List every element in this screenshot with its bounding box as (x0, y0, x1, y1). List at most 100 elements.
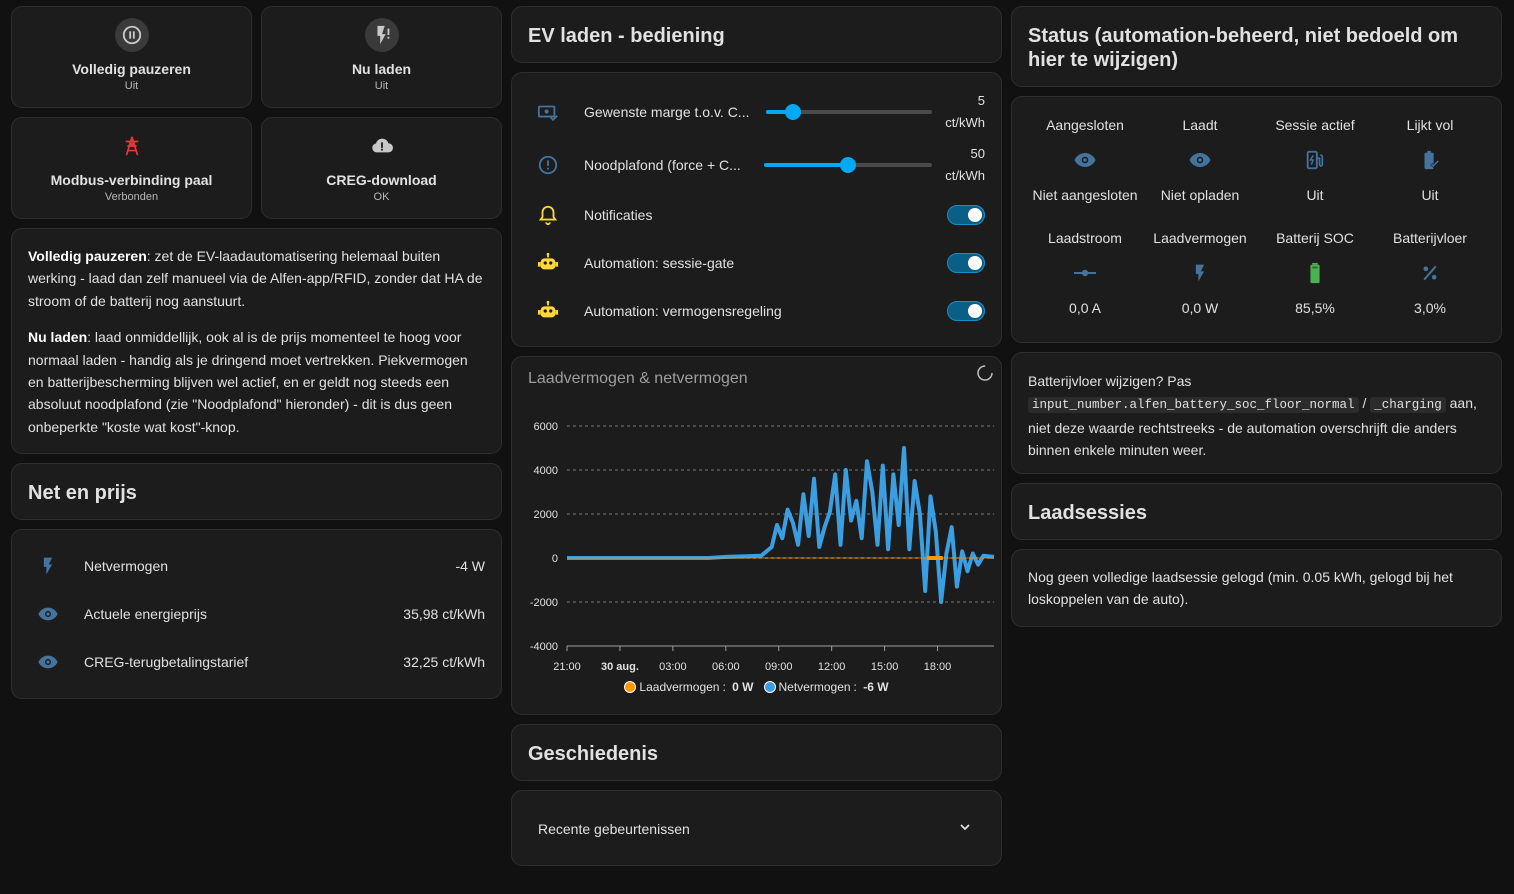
x-tick-label: 03:00 (659, 661, 687, 673)
status-aangesloten[interactable]: Aangesloten Niet aangesloten (1028, 117, 1142, 203)
toggle-row-sessie-gate: Automation: sessie-gate (512, 243, 1001, 283)
note-code-charging: _charging (1370, 397, 1446, 414)
slider-label: Gewenste marge t.o.v. C... (584, 104, 750, 120)
toggle-row-notificaties: Notificaties (512, 195, 1001, 235)
toggle-knob (968, 208, 982, 222)
toggle-knob (968, 256, 982, 270)
slider-unit: ct/kWh (945, 168, 985, 183)
x-tick-label: 12:00 (818, 661, 846, 673)
row-label: Netvermogen (84, 558, 169, 574)
status-laadt[interactable]: Laadt Niet opladen (1143, 117, 1257, 203)
net-row-creg[interactable]: CREG-terugbetalingstarief 32,25 ct/kWh (12, 642, 501, 682)
cell-label: Lijkt vol (1406, 117, 1454, 133)
cell-value: Niet opladen (1160, 187, 1240, 203)
sessions-title: Laadsessies (1028, 502, 1147, 524)
row-label: CREG-terugbetalingstarief (84, 654, 249, 670)
status-batterijvloer[interactable]: Batterijvloer 3,0% (1373, 230, 1487, 316)
history-chart[interactable]: 6000 4000 2000 0 -2000 -4000 21:00 30 aug. 03:00… (512, 357, 1003, 716)
info-bold: Volledig pauzeren (28, 248, 147, 264)
chart-legend: Laadvermogen: 0 W Netvermogen: -6 W (512, 680, 1001, 694)
net-row-energieprijs[interactable]: Actuele energieprijs 35,98 ct/kWh (12, 594, 501, 634)
marge-slider-knob[interactable] (785, 104, 801, 120)
noodplafond-slider-knob[interactable] (840, 157, 856, 173)
cell-label: Laadstroom (1048, 230, 1122, 246)
x-tick-label: 18:00 (924, 661, 952, 673)
legend-item-laadvermogen[interactable]: Laadvermogen: 0 W (624, 680, 754, 694)
current-dc-icon (1028, 261, 1142, 285)
legend-swatch-orange (624, 681, 637, 693)
robot-icon (536, 251, 560, 275)
pause-circle-icon (114, 18, 149, 52)
cloud-alert-icon (365, 129, 399, 163)
status-lijkt-vol[interactable]: Lijkt vol Uit (1373, 117, 1487, 203)
ev-station-icon (1258, 148, 1372, 172)
tile-name: Modbus-verbinding paal (50, 172, 213, 188)
notificaties-toggle[interactable] (947, 205, 985, 225)
status-grid-card: Aangesloten Niet aangesloten Laadt Niet … (1011, 96, 1502, 343)
y-tick-label: 6000 (534, 421, 558, 433)
status-sessie-actief[interactable]: Sessie actief Uit (1258, 117, 1372, 203)
noodplafond-slider[interactable] (764, 157, 932, 173)
toggle-row-vermogensregeling: Automation: vermogensregeling (512, 291, 1001, 331)
tile-nu-laden[interactable]: Nu laden Uit (261, 6, 502, 108)
tile-name: CREG-download (326, 172, 437, 188)
x-tick-label: 06:00 (712, 661, 740, 673)
vermogensregeling-toggle[interactable] (947, 301, 985, 321)
cash-check-icon (536, 100, 560, 124)
status-laadstroom[interactable]: Laadstroom 0,0 A (1028, 230, 1142, 316)
loading-spinner-icon (976, 364, 994, 382)
chart-card: Laadvermogen & netvermogen 6000 4000 2000 0… (511, 356, 1002, 715)
tile-creg-download[interactable]: CREG-download OK (261, 117, 502, 219)
net-entities-card: Netvermogen -4 W Actuele energieprijs 35… (11, 529, 502, 699)
tile-state: Uit (124, 80, 139, 92)
tile-state: Uit (374, 80, 389, 92)
toggle-knob (968, 304, 982, 318)
status-laadvermogen[interactable]: Laadvermogen 0,0 W (1143, 230, 1257, 316)
chevron-down-icon[interactable] (957, 819, 973, 840)
info-card: Volledig pauzeren: zet de EV-laadautomat… (11, 228, 502, 454)
sessie-gate-toggle[interactable] (947, 253, 985, 273)
note-separator: / (1362, 395, 1367, 412)
row-value: 35,98 ct/kWh (403, 606, 485, 622)
net-row-netvermogen[interactable]: Netvermogen -4 W (12, 546, 501, 586)
flash-icon (36, 554, 60, 578)
row-value: -4 W (455, 558, 485, 574)
tile-name: Volledig pauzeren (72, 61, 191, 77)
y-tick-label: 4000 (534, 465, 558, 477)
info-paragraph-nu-laden: Nu laden: laad onmiddellijk, ook al is d… (28, 326, 485, 438)
history-title: Geschiedenis (528, 743, 659, 765)
y-tick-label: 0 (552, 553, 558, 565)
eye-icon (36, 650, 60, 674)
toggle-label: Automation: sessie-gate (584, 255, 735, 271)
legend-item-netvermogen[interactable]: Netvermogen: -6 W (763, 680, 889, 694)
battery-note-text: Batterijvloer wijzigen? Pas input_number… (1028, 370, 1485, 462)
bell-icon (536, 203, 560, 227)
x-tick-label: 09:00 (765, 661, 793, 673)
marge-slider[interactable] (766, 104, 932, 120)
eye-icon (1143, 148, 1257, 172)
toggle-label: Automation: vermogensregeling (584, 303, 782, 319)
tile-volledig-pauzeren[interactable]: Volledig pauzeren Uit (11, 6, 252, 108)
eye-icon (36, 602, 60, 626)
net-header-card: Net en prijs (11, 463, 502, 520)
tile-modbus[interactable]: Modbus-verbinding paal Verbonden (11, 117, 252, 219)
alert-circle-icon (536, 153, 560, 177)
cell-label: Batterij SOC (1276, 230, 1354, 246)
history-expander-card[interactable]: Recente gebeurtenissen (511, 790, 1002, 866)
note-prefix: Batterijvloer wijzigen? Pas (1028, 373, 1192, 389)
cell-value: 0,0 W (1181, 300, 1219, 316)
slider-value: 5 ct/kWh (945, 90, 985, 134)
status-batterij-soc[interactable]: Batterij SOC 85,5% (1258, 230, 1372, 316)
expander-label: Recente gebeurtenissen (538, 821, 690, 837)
cell-value: 3,0% (1414, 300, 1446, 316)
status-header-card: Status (automation-beheerd, niet bedoeld… (1011, 6, 1502, 87)
cell-value: Uit (1421, 187, 1439, 203)
cell-label: Aangesloten (1046, 117, 1124, 133)
cell-value: Niet aangesloten (1032, 187, 1138, 203)
marge-slider-fill (766, 110, 793, 114)
tile-name: Nu laden (351, 61, 412, 77)
battery-icon (1258, 261, 1372, 285)
cell-label: Batterijvloer (1393, 230, 1467, 246)
ev-controls-card: Gewenste marge t.o.v. C... 5 ct/kWh Noodp… (511, 72, 1002, 347)
history-header-card: Geschiedenis (511, 724, 1002, 781)
